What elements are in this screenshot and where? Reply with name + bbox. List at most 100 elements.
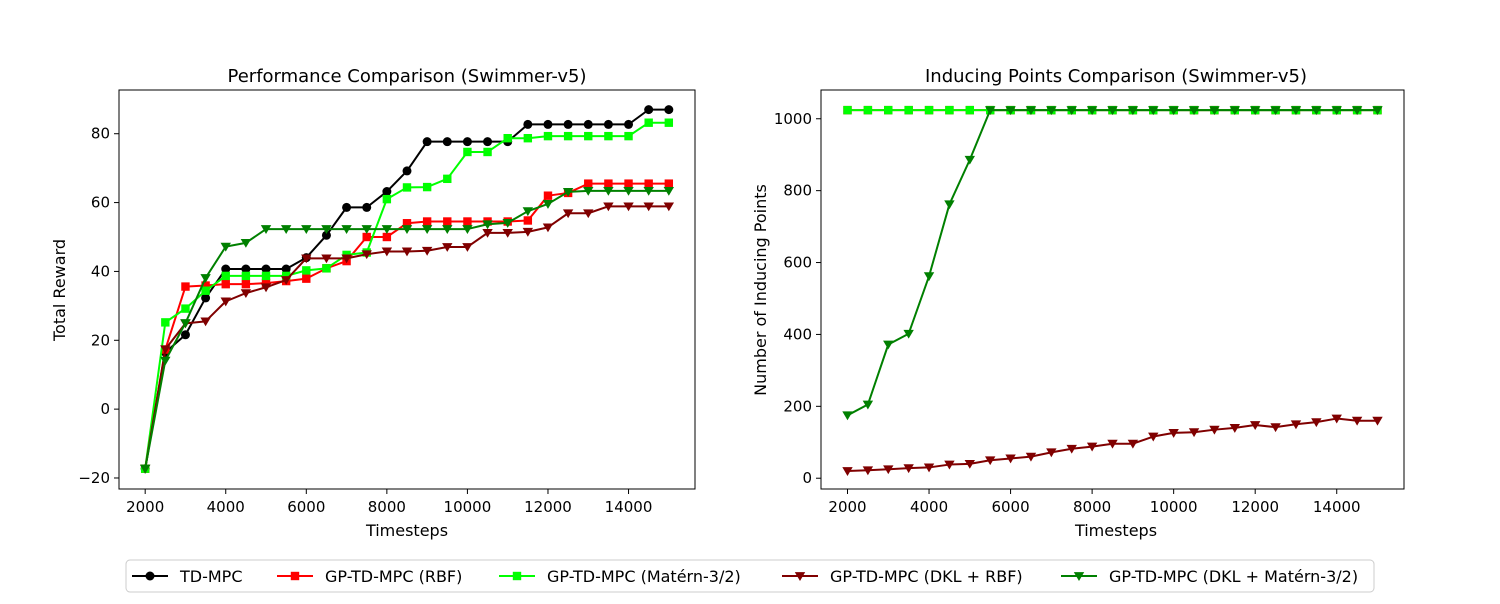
data-point <box>1331 414 1342 424</box>
data-point <box>1249 106 1261 116</box>
data-point <box>1046 448 1057 458</box>
data-point <box>443 217 452 226</box>
x-tick-label: 8000 <box>368 498 406 516</box>
data-point <box>523 133 533 143</box>
data-point <box>1066 106 1077 116</box>
y-tick-label: 60 <box>91 194 110 212</box>
legend-marker <box>512 571 522 581</box>
data-point <box>381 247 393 257</box>
data-point <box>281 271 291 281</box>
data-point <box>261 271 271 281</box>
x-tick-label: 14000 <box>605 498 653 516</box>
data-point <box>221 271 230 281</box>
data-point <box>623 186 634 196</box>
data-point <box>644 118 653 127</box>
x-tick-label: 8000 <box>1073 498 1111 516</box>
data-point <box>1351 106 1363 116</box>
plot-frame <box>118 89 696 490</box>
data-point <box>180 319 191 329</box>
data-point <box>1086 442 1098 452</box>
data-point <box>964 155 976 165</box>
data-point <box>1005 106 1016 116</box>
data-point <box>341 225 352 235</box>
legend-marker <box>290 571 300 581</box>
data-point <box>260 225 272 235</box>
series-1 <box>140 179 674 473</box>
data-point <box>624 179 633 188</box>
chart-title: Performance Comparison (Swimmer-v5) <box>228 66 587 87</box>
data-point <box>160 345 171 355</box>
data-point <box>482 228 493 238</box>
series-4 <box>139 186 675 474</box>
data-point <box>442 137 452 147</box>
data-point <box>1229 423 1241 433</box>
y-axis-label: Total Reward <box>50 239 69 342</box>
legend-label: TD-MPC <box>179 567 243 586</box>
data-point <box>945 105 954 115</box>
legend-entry: GP-TD-MPC (RBF) <box>277 567 462 586</box>
data-point <box>562 188 574 197</box>
x-tick-label: 14000 <box>1313 498 1361 516</box>
legend-marker <box>145 571 155 581</box>
data-point <box>181 282 190 291</box>
data-point <box>382 187 392 197</box>
data-point <box>502 228 513 238</box>
data-point <box>241 271 251 281</box>
legend-frame <box>125 559 1375 593</box>
data-point <box>1025 452 1037 462</box>
data-point <box>903 464 914 474</box>
data-point <box>362 202 372 212</box>
data-point <box>280 225 292 235</box>
data-point <box>543 191 553 200</box>
y-tick-label: 80 <box>91 125 110 143</box>
legend-label: GP-TD-MPC (Matérn-3/2) <box>547 567 741 586</box>
series-3 <box>139 202 675 474</box>
data-point <box>984 456 996 466</box>
data-point <box>1086 106 1098 116</box>
data-point <box>664 105 674 115</box>
data-point <box>604 179 613 188</box>
data-point <box>1107 439 1118 449</box>
data-point <box>463 217 472 226</box>
data-point <box>1270 423 1281 433</box>
data-point <box>462 137 472 147</box>
x-tick-label: 10000 <box>444 498 492 516</box>
data-point <box>1351 416 1363 426</box>
series-2 <box>842 414 1383 476</box>
data-point <box>302 266 311 275</box>
data-point <box>624 131 633 141</box>
data-point <box>644 179 653 188</box>
data-point <box>542 200 554 209</box>
data-point <box>1290 420 1302 430</box>
data-point <box>482 220 493 230</box>
data-point <box>201 293 211 303</box>
x-tick-label: 12000 <box>1231 498 1279 516</box>
data-point <box>1148 106 1159 116</box>
y-tick-label: 200 <box>783 397 812 415</box>
data-point <box>603 186 614 196</box>
data-point <box>643 202 654 212</box>
data-point <box>201 286 210 295</box>
data-point <box>160 356 171 366</box>
data-point <box>522 227 534 237</box>
data-point <box>443 174 452 184</box>
x-tick-label: 6000 <box>287 498 325 516</box>
data-point <box>543 131 553 141</box>
data-point <box>200 317 211 327</box>
x-tick-label: 4000 <box>910 498 948 516</box>
data-point <box>361 225 372 235</box>
data-point <box>321 225 332 235</box>
data-point <box>1331 106 1342 116</box>
data-point <box>644 105 654 115</box>
y-tick-label: 1000 <box>774 110 812 128</box>
data-point <box>220 242 231 252</box>
x-tick-label: 2000 <box>828 498 866 516</box>
data-point <box>1127 439 1139 449</box>
legend-marker <box>1073 572 1085 581</box>
data-point <box>523 216 533 225</box>
data-point <box>442 243 453 252</box>
data-point <box>563 119 573 129</box>
data-point <box>1188 428 1200 438</box>
data-point <box>161 318 170 327</box>
